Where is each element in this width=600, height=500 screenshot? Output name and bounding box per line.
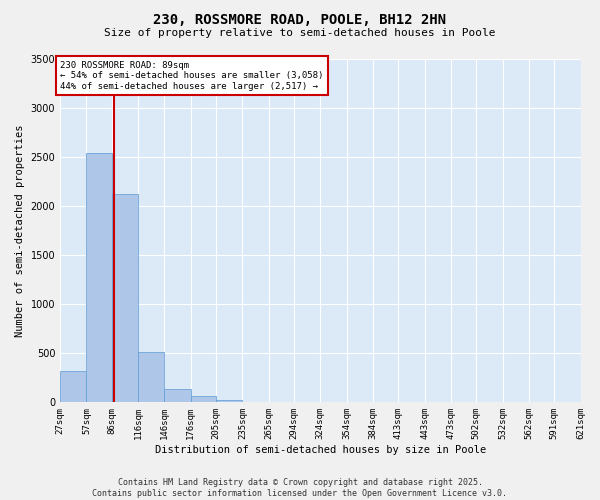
Bar (191, 396, 216, 402)
Bar (86, 153, 112, 402)
Bar (164, 388, 191, 402)
Bar (112, 194, 138, 402)
Y-axis label: Number of semi-detached properties: Number of semi-detached properties (15, 124, 25, 337)
Bar (138, 352, 164, 403)
X-axis label: Distribution of semi-detached houses by size in Poole: Distribution of semi-detached houses by … (155, 445, 486, 455)
Bar (60, 371, 86, 402)
Text: 230, ROSSMORE ROAD, POOLE, BH12 2HN: 230, ROSSMORE ROAD, POOLE, BH12 2HN (154, 12, 446, 26)
Text: Size of property relative to semi-detached houses in Poole: Size of property relative to semi-detach… (104, 28, 496, 38)
Text: Contains HM Land Registry data © Crown copyright and database right 2025.
Contai: Contains HM Land Registry data © Crown c… (92, 478, 508, 498)
Text: 230 ROSSMORE ROAD: 89sqm
← 54% of semi-detached houses are smaller (3,058)
44% o: 230 ROSSMORE ROAD: 89sqm ← 54% of semi-d… (60, 61, 323, 91)
Bar (216, 400, 242, 402)
